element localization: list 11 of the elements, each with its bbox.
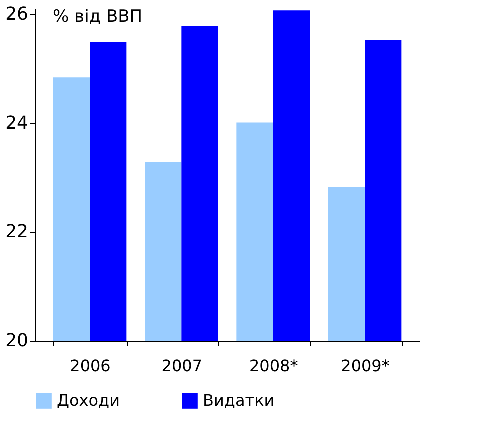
y-tick-label: 24	[6, 112, 28, 134]
x-tick-label: 2006	[70, 356, 111, 376]
annotation: % від ВВП	[53, 7, 143, 27]
y-tick-label: 22	[6, 222, 28, 243]
y-tick-label: 26	[6, 4, 28, 25]
x-tick-label: 2007	[162, 356, 203, 376]
x-tick-label: 2008*	[249, 356, 298, 376]
y-tick-label: 20	[6, 330, 28, 352]
legend-label: Доходи	[57, 391, 120, 410]
x-tick-label: 2009*	[341, 356, 390, 376]
legend-label: Видатки	[203, 391, 275, 410]
